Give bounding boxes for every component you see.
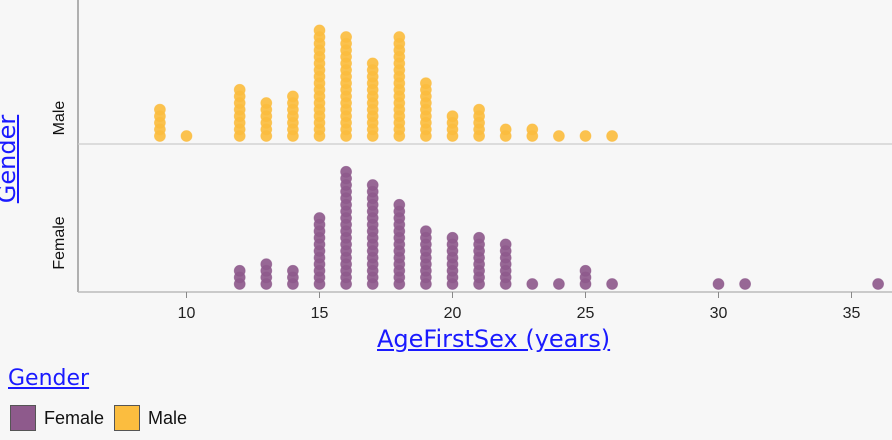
- dot-male: [340, 31, 353, 43]
- legend-swatch-male: [114, 405, 141, 431]
- dot-plot: 10 15 20 25 30 35 Male Female: [51, 0, 892, 320]
- dot-female: [526, 278, 539, 290]
- dot-male: [233, 83, 246, 96]
- dot-female: [579, 264, 592, 277]
- x-tick-label: 30: [710, 305, 728, 320]
- x-tick-label: 20: [444, 305, 462, 320]
- x-tick-label: 10: [178, 305, 196, 320]
- dot-female: [606, 278, 618, 290]
- dot-male: [419, 77, 432, 90]
- dot-male: [579, 130, 592, 142]
- category-label-female: Female: [51, 216, 68, 269]
- dot-female: [473, 231, 486, 244]
- dot-male: [153, 103, 166, 116]
- dot-male: [313, 24, 326, 37]
- dot-female: [313, 212, 326, 224]
- x-tick-label: 15: [311, 305, 329, 320]
- dot-female: [233, 264, 246, 277]
- legend-title[interactable]: Gender: [8, 366, 90, 391]
- dot-female: [366, 179, 379, 191]
- dot-male: [446, 110, 459, 123]
- legend-label-male: Male: [148, 407, 188, 428]
- dot-female: [712, 278, 725, 290]
- y-axis-title[interactable]: Gender: [0, 114, 21, 204]
- x-tick-label: 25: [577, 305, 595, 320]
- dot-male: [553, 130, 565, 142]
- dot-female: [286, 264, 299, 277]
- dot-male: [499, 123, 512, 136]
- dot-female: [393, 198, 406, 211]
- legend-label-female: Female: [44, 407, 105, 428]
- dot-female: [446, 231, 459, 244]
- dot-male: [180, 130, 193, 142]
- dot-female: [739, 278, 751, 290]
- legend-item-male[interactable]: Male: [114, 405, 187, 431]
- dot-male: [526, 123, 539, 136]
- dot-male: [393, 31, 406, 43]
- legend-item-female[interactable]: Female: [10, 405, 104, 431]
- dot-male: [286, 90, 299, 103]
- legend-swatch-female: [10, 405, 36, 431]
- dot-female: [872, 278, 884, 290]
- x-axis-title[interactable]: AgeFirstSex (years): [377, 325, 611, 353]
- category-label-male: Male: [51, 101, 68, 136]
- x-tick-label: 35: [843, 305, 861, 320]
- dot-female: [340, 165, 353, 178]
- dot-female: [260, 258, 273, 271]
- dot-female: [499, 238, 512, 251]
- dot-male: [606, 130, 618, 142]
- legend: Female Male: [10, 405, 197, 431]
- dot-male: [260, 97, 273, 109]
- dot-male: [366, 57, 379, 70]
- dot-female: [419, 225, 432, 238]
- dot-male: [473, 103, 486, 116]
- dot-female: [553, 278, 565, 290]
